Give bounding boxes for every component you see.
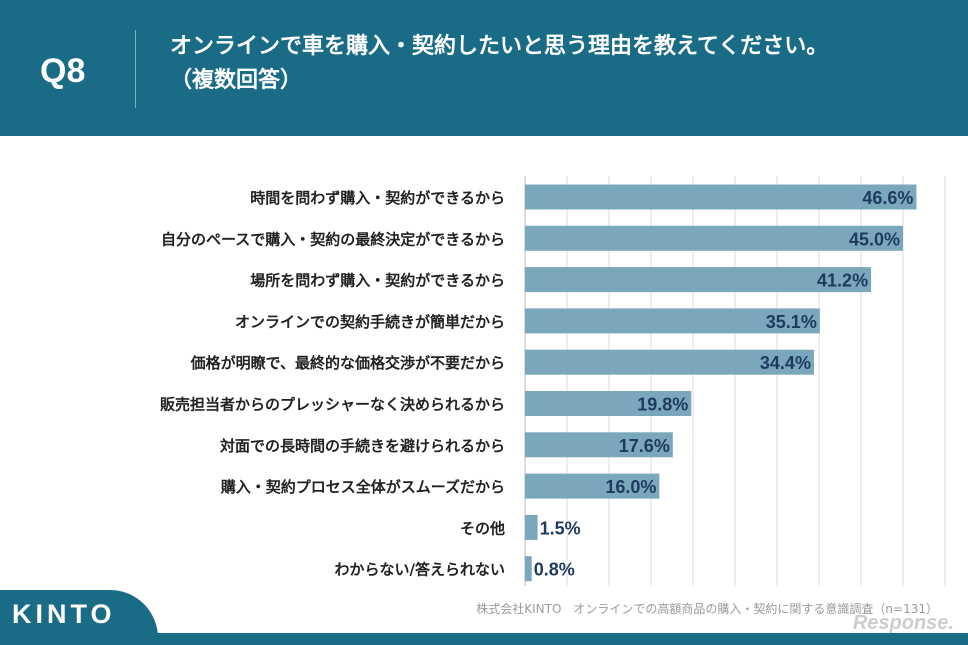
bar [525, 184, 917, 210]
brand-logo: KINTO [0, 590, 158, 645]
data-label: 35.1% [766, 312, 817, 332]
data-label: 19.8% [637, 395, 688, 415]
question-title-line2: （複数回答） [170, 68, 303, 93]
category-label: わからない/答えられない [335, 561, 505, 579]
category-label: オンラインでの契約手続きが簡単だから [235, 313, 505, 331]
header: Q8 オンラインで車を購入・契約したいと思う理由を教えてください。 （複数回答） [0, 0, 968, 135]
watermark: Response. [852, 612, 954, 634]
bar [525, 349, 814, 375]
data-label: 16.0% [605, 477, 656, 497]
category-label: 価格が明瞭で、最終的な価格交渉が不要だから [190, 354, 505, 372]
question-title-line1: オンラインで車を購入・契約したいと思う理由を教えてください。 [170, 34, 829, 59]
category-label: 対面での長時間の手続きを避けられるから [219, 437, 505, 455]
category-label: 購入・契約プロセス全体がスムーズだから [220, 478, 505, 496]
category-label: 自分のペースで購入・契約の最終決定ができるから [161, 230, 505, 248]
data-label: 45.0% [849, 229, 900, 249]
bar [525, 514, 538, 540]
data-label: 41.2% [817, 271, 868, 291]
data-label: 46.6% [862, 188, 913, 208]
header-divider [135, 30, 136, 108]
question-title: オンラインで車を購入・契約したいと思う理由を教えてください。 （複数回答） [170, 30, 950, 98]
bar [525, 473, 660, 499]
source-note: 株式会社KINTO オンラインでの高額商品の購入・契約に関する意識調査（n=13… [476, 602, 938, 616]
category-label: 時間を問わず購入・契約ができるから [250, 189, 505, 207]
bar [525, 308, 820, 334]
bar [525, 391, 692, 416]
chart-panel: 時間を問わず購入・契約ができるから 46.6% 自分のペースで購入・契約の最終決定が… [0, 136, 968, 633]
bottom-strip [0, 633, 968, 645]
brand-logo-text: KINTO [12, 599, 116, 629]
data-label: 1.5% [540, 518, 581, 538]
bar [525, 556, 532, 582]
data-label: 0.8% [534, 560, 575, 580]
question-number: Q8 [40, 52, 86, 90]
bar-chart: 時間を問わず購入・契約ができるから 46.6% 自分のペースで購入・契約の最終決定が… [160, 176, 946, 586]
bar [525, 267, 872, 293]
data-label: 34.4% [760, 353, 811, 373]
category-label: その他 [460, 519, 505, 537]
category-label: 販売担当者からのプレッシャーなく決められるから [160, 396, 505, 414]
bar [525, 225, 903, 251]
category-label: 場所を問わず購入・契約ができるから [250, 272, 505, 290]
bar [525, 432, 673, 458]
data-label: 17.6% [619, 436, 670, 456]
